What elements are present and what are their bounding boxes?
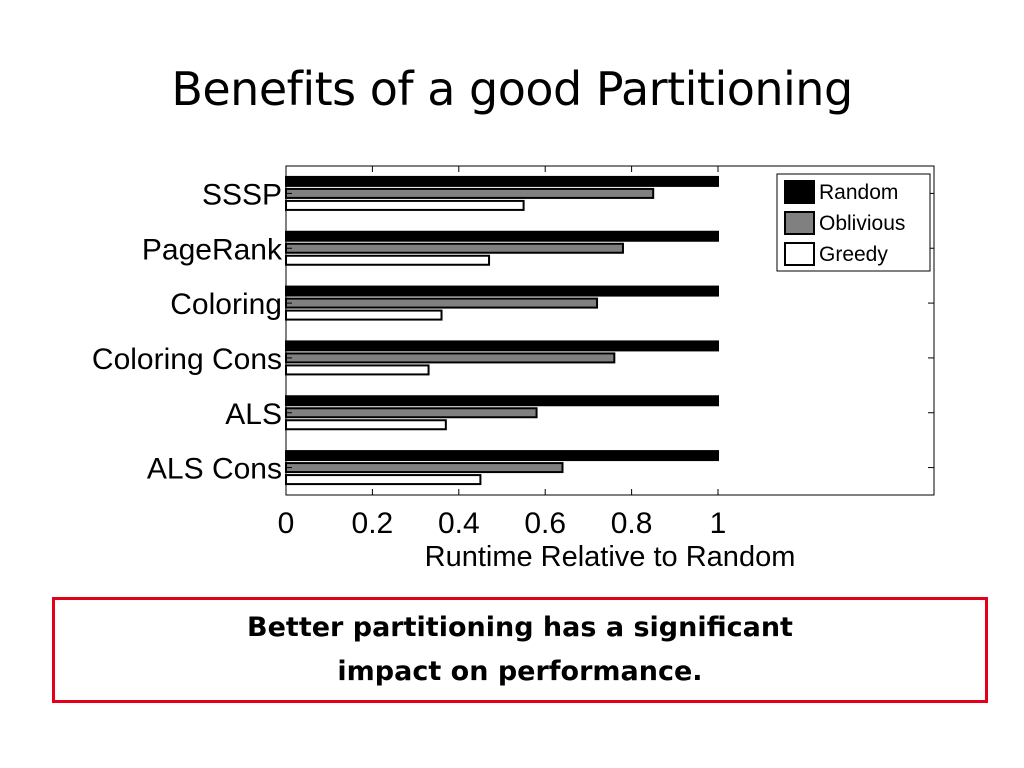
y-tick-label: SSSP: [202, 178, 282, 211]
bar-oblivious: [285, 297, 599, 309]
callout-line-2: impact on performance.: [337, 656, 703, 687]
bar-random: [285, 230, 719, 242]
bar-greedy: [285, 474, 482, 486]
bar-greedy: [285, 254, 491, 266]
bar-oblivious: [285, 352, 616, 364]
legend-swatch-greedy: [784, 242, 815, 266]
x-tick-label: 0.4: [438, 507, 480, 540]
bars-layer: [285, 175, 719, 486]
y-tick-labels: SSSP PageRank Coloring Coloring Cons ALS ALS …: [92, 178, 283, 485]
legend-label-random: Random: [819, 181, 898, 204]
x-tick-label: 0.8: [611, 507, 653, 540]
bar-greedy: [285, 419, 447, 431]
bar-random: [285, 340, 719, 352]
legend-label-greedy: Greedy: [819, 243, 888, 266]
bar-greedy: [285, 309, 443, 321]
bar-greedy: [285, 199, 525, 211]
bar-oblivious: [285, 187, 655, 199]
x-tick-label: 1: [710, 507, 727, 540]
x-tick-label: 0.2: [352, 507, 394, 540]
bar-chart: SSSP PageRank Coloring Coloring Cons ALS ALS …: [92, 165, 935, 573]
x-ticks: [285, 166, 719, 495]
bar-random: [285, 285, 719, 297]
y-tick-label: ALS: [225, 398, 282, 431]
legend: Random Oblivious Greedy: [776, 173, 931, 272]
y-ticks: [286, 192, 934, 469]
bar-oblivious: [285, 407, 538, 419]
callout-line-1: Better partitioning has a significant: [247, 612, 793, 643]
bar-random: [285, 175, 719, 187]
legend-swatch-random: [784, 180, 815, 204]
y-tick-label: ALS Cons: [147, 453, 282, 486]
bar-oblivious: [285, 462, 564, 474]
bar-greedy: [285, 364, 430, 376]
x-tick-label: 0: [278, 507, 295, 540]
legend-label-oblivious: Oblivious: [819, 212, 905, 235]
x-tick-labels: 0 0.2 0.4 0.6 0.8 1: [278, 507, 727, 540]
slide-title: Benefits of a good Partitioning: [171, 62, 853, 116]
x-axis-label: Runtime Relative to Random: [425, 541, 796, 573]
y-tick-label: PageRank: [142, 233, 283, 266]
bar-random: [285, 395, 719, 407]
bar-oblivious: [285, 242, 624, 254]
bar-random: [285, 450, 719, 462]
legend-swatch-oblivious: [784, 211, 815, 235]
y-tick-label: Coloring Cons: [92, 343, 282, 376]
y-tick-label: Coloring: [170, 288, 282, 321]
callout-box: Better partitioning has a significant im…: [52, 597, 988, 703]
x-tick-label: 0.6: [524, 507, 566, 540]
